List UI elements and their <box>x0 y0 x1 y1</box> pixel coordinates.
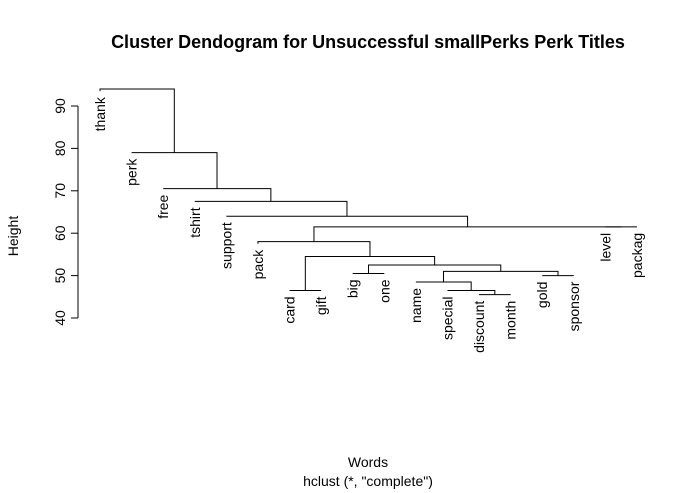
x-axis-label: Words <box>348 454 388 470</box>
dendrogram-branch <box>447 289 496 295</box>
dendrogram-branch <box>415 281 472 291</box>
dendrogram-branch <box>131 152 218 189</box>
dendrogram-branch <box>313 226 622 242</box>
y-tick-label: 50 <box>52 268 68 284</box>
y-axis-label: Height <box>5 216 21 257</box>
leaf-label: level <box>597 233 613 262</box>
dendrogram-branch <box>368 264 502 274</box>
y-tick-label: 60 <box>52 225 68 241</box>
leaf-label: gift <box>313 296 329 315</box>
leaf-label: discount <box>471 301 487 353</box>
leaf-label: big <box>345 279 361 298</box>
leaf-labels: thank perk free tshirt support pack card giftbi… <box>92 96 645 353</box>
leaf-label: month <box>503 301 519 340</box>
leaf-label: sponsor <box>566 281 582 331</box>
y-axis: 40 50 60 70 80 90 <box>52 98 79 326</box>
leaf-label: one <box>376 279 392 303</box>
y-tick-label: 80 <box>52 140 68 156</box>
method-label: hclust (*, "complete") <box>303 473 433 489</box>
dendrogram-branch <box>226 215 469 227</box>
dendrogram-branch <box>163 188 272 202</box>
leaf-label: tshirt <box>187 207 203 237</box>
chart-title: Cluster Dendogram for Unsuccessful small… <box>111 32 625 52</box>
y-tick-label: 40 <box>52 310 68 326</box>
leaf-label: pack <box>250 249 266 280</box>
dendrogram-branch <box>194 200 348 217</box>
leaf-label: name <box>408 288 424 323</box>
leaf-label: free <box>155 194 171 218</box>
leaf-label: thank <box>92 96 108 131</box>
dendrogram-branch <box>99 88 175 153</box>
leaf-label: packag <box>629 233 645 278</box>
dendrogram-branches <box>99 88 637 296</box>
leaf-label: perk <box>124 158 140 186</box>
y-tick-label: 70 <box>52 183 68 199</box>
y-tick-label: 90 <box>52 98 68 114</box>
dendrogram-branch <box>257 241 371 257</box>
dendrogram-branch <box>443 270 559 282</box>
leaf-label: support <box>218 222 234 269</box>
leaf-label: card <box>282 296 298 323</box>
leaf-label: gold <box>534 282 550 308</box>
leaf-label: special <box>439 296 455 340</box>
